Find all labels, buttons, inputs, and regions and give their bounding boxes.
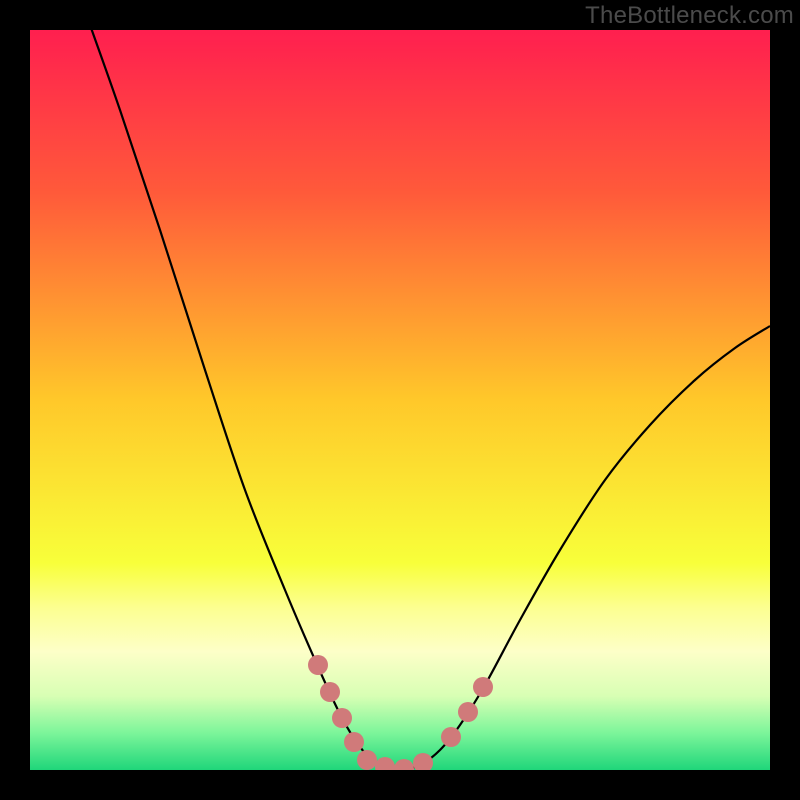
- valley-marker: [357, 750, 377, 770]
- valley-marker: [441, 727, 461, 747]
- valley-marker: [308, 655, 328, 675]
- valley-marker: [458, 702, 478, 722]
- chart-svg: [0, 0, 800, 800]
- watermark-text: TheBottleneck.com: [585, 2, 794, 30]
- chart-frame: TheBottleneck.com: [0, 0, 800, 800]
- valley-marker: [394, 759, 414, 779]
- valley-markers: [308, 655, 493, 779]
- valley-marker: [375, 757, 395, 777]
- valley-marker: [344, 732, 364, 752]
- valley-marker: [320, 682, 340, 702]
- valley-marker: [473, 677, 493, 697]
- bottleneck-curve: [90, 25, 770, 769]
- valley-marker: [413, 753, 433, 773]
- valley-marker: [332, 708, 352, 728]
